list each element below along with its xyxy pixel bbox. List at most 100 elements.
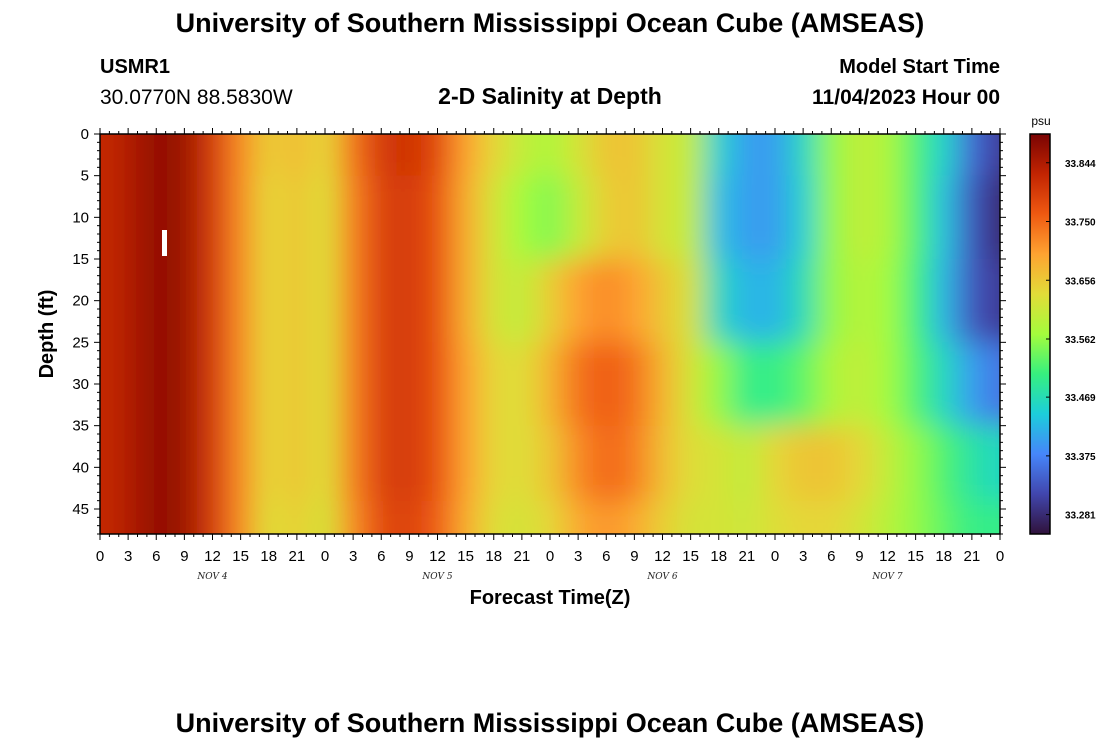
heatmap-cell	[564, 425, 593, 502]
heatmap-cell	[114, 425, 143, 502]
heatmap-cell	[198, 175, 228, 260]
heatmap-cell	[170, 500, 200, 534]
heatmap-cell	[170, 175, 200, 260]
heatmap-cell	[873, 425, 903, 502]
x-tick-label: 0	[546, 548, 554, 565]
heatmap-cell	[142, 500, 171, 534]
heatmap-cell	[479, 259, 509, 343]
heatmap-cell	[789, 500, 818, 534]
y-tick-label: 15	[72, 251, 89, 268]
heatmap-cell	[395, 259, 425, 343]
heatmap-cell	[873, 259, 903, 343]
x-tick-label: 0	[96, 548, 104, 565]
heatmap-cell	[676, 134, 706, 177]
heatmap-cell	[817, 500, 846, 534]
heatmap-cell	[282, 175, 312, 260]
heatmap-cell	[873, 134, 903, 177]
x-tick-label: 21	[289, 548, 306, 565]
heatmap-cell	[620, 259, 650, 343]
x-tick-label: 3	[799, 548, 807, 565]
heatmap-cell	[100, 425, 115, 502]
colorbar: psu 33.844 33.750 33.656 33.562 33.469 33.375…	[1029, 114, 1096, 535]
heatmap-cell	[170, 259, 200, 343]
x-tick-label: 9	[405, 548, 413, 565]
heatmap-cell	[226, 175, 256, 260]
heatmap-cell	[620, 342, 650, 427]
x-tick-label: 0	[771, 548, 779, 565]
colorbar-tick-label: 33.562	[1065, 335, 1096, 346]
heatmap-cell	[873, 175, 903, 260]
heatmap-cell	[901, 259, 931, 343]
heatmap-cell	[100, 175, 115, 260]
heatmap-cell	[845, 425, 875, 502]
heatmap-cell	[367, 134, 396, 177]
heatmap-cell	[845, 175, 875, 260]
heatmap-cell	[198, 342, 228, 427]
heatmap-cell	[282, 259, 312, 343]
heatmap-cell	[367, 342, 396, 427]
heatmap-cell	[282, 342, 312, 427]
heatmap-cell	[507, 134, 537, 177]
heatmap-cell	[451, 342, 481, 427]
heatmap-cell	[367, 259, 396, 343]
heatmap-cell	[114, 500, 143, 534]
x-tick-label: 21	[739, 548, 756, 565]
y-tick-label: 35	[72, 418, 89, 435]
y-tick-label: 20	[72, 293, 89, 310]
heatmap-cell	[620, 425, 650, 502]
heatmap-cell	[254, 134, 284, 177]
heatmap-cell	[535, 342, 565, 427]
heatmap-cell	[704, 134, 734, 177]
heatmap-cell	[339, 342, 368, 427]
station-coordinates: 30.0770N 88.5830W	[100, 86, 293, 109]
heatmap-cell	[957, 134, 987, 177]
heatmap-field	[100, 134, 1000, 534]
heatmap-cell	[648, 342, 678, 427]
x-tick-label: 12	[879, 548, 896, 565]
heatmap-cell	[985, 342, 1000, 427]
heatmap-cell	[760, 500, 790, 534]
heatmap-cell	[423, 134, 453, 177]
x-tick-label: 21	[964, 548, 981, 565]
heatmap-cell	[957, 259, 987, 343]
heatmap-cell	[170, 134, 200, 177]
heatmap-cell	[929, 259, 959, 343]
heatmap-cell	[760, 134, 790, 177]
heatmap-cell	[507, 342, 537, 427]
heatmap-cell	[957, 425, 987, 502]
heatmap-cell	[957, 342, 987, 427]
x-tick-label: 6	[377, 548, 385, 565]
heatmap-cell	[198, 500, 228, 534]
heatmap-cell	[592, 500, 621, 534]
heatmap-cell	[479, 500, 509, 534]
model-start-value: 11/04/2023 Hour 00	[812, 86, 1000, 109]
heatmap-cell	[760, 259, 790, 343]
heatmap-cell	[451, 175, 481, 260]
heatmap-cell	[451, 425, 481, 502]
x-tick-label: 12	[654, 548, 671, 565]
heatmap-cell	[507, 175, 537, 260]
heatmap-cell	[676, 342, 706, 427]
x-tick-label: 3	[124, 548, 132, 565]
heatmap-cell	[254, 500, 284, 534]
heatmap-cell	[310, 500, 340, 534]
heatmap-cell	[423, 175, 453, 260]
heatmap-cell	[254, 425, 284, 502]
heatmap-cell	[676, 259, 706, 343]
heatmap-cell	[282, 500, 312, 534]
x-tick-label: 3	[349, 548, 357, 565]
day-label: NOV 5	[421, 572, 452, 582]
heatmap-cell	[310, 425, 340, 502]
chart-subtitle: 2-D Salinity at Depth	[438, 83, 662, 109]
x-tick-label: 21	[514, 548, 531, 565]
heatmap-cell	[789, 425, 818, 502]
heatmap-cell	[957, 500, 987, 534]
y-tick-label: 5	[81, 168, 89, 185]
colorbar-tick-label: 33.844	[1065, 159, 1096, 170]
heatmap-cell	[226, 342, 256, 427]
heatmap-cell	[817, 259, 846, 343]
heatmap-cell	[620, 175, 650, 260]
x-tick-label: 9	[180, 548, 188, 565]
heatmap-cell	[282, 425, 312, 502]
x-tick-label: 3	[574, 548, 582, 565]
